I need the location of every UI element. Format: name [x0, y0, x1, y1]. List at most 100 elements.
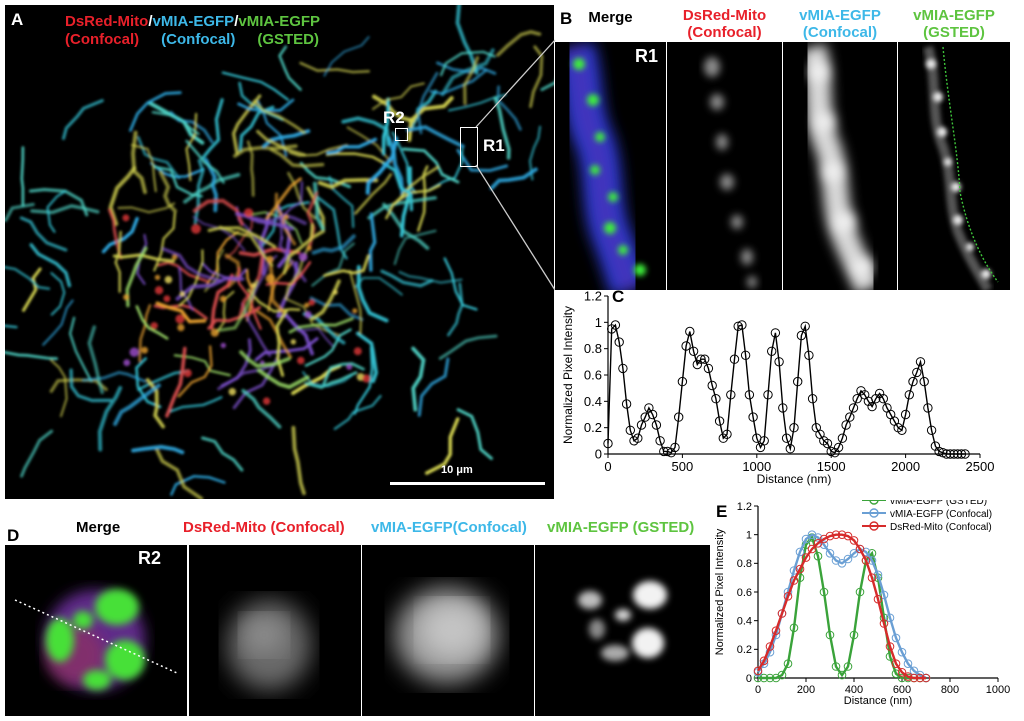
- data-point: [909, 673, 919, 683]
- y-tick-label: 0.8: [584, 341, 602, 356]
- data-point: [891, 633, 901, 643]
- data-point: [837, 670, 847, 680]
- data-point: [941, 449, 952, 459]
- data-point: [785, 444, 796, 454]
- data-point: [873, 594, 883, 604]
- data-point: [726, 390, 736, 400]
- panel-b-vmia-confocal: [783, 42, 897, 290]
- data-point: [774, 357, 784, 367]
- y-axis-label: Normalized Pixel Intensity: [561, 306, 575, 444]
- panel-d-header-0: Merge: [76, 519, 121, 536]
- data-point: [903, 659, 913, 668]
- x-axis-label: Distance (nm): [757, 472, 832, 486]
- data-point: [770, 328, 781, 338]
- mitochondria-network-image: [5, 5, 554, 499]
- data-point: [777, 609, 787, 618]
- scale-bar-label: 10 μm: [441, 464, 473, 476]
- scale-bar: [390, 482, 545, 485]
- data-point: [618, 363, 628, 374]
- legend-a-part-4: vMIA-EGFP: [238, 13, 321, 30]
- legend-marker-1: [869, 508, 879, 518]
- data-point: [655, 436, 665, 446]
- data-point: [813, 551, 823, 561]
- vmia-gsted-r1-image: [923, 45, 999, 290]
- data-point: [867, 556, 877, 565]
- panel-letter-e: E: [716, 502, 728, 521]
- data-point: [807, 544, 817, 554]
- data-point: [603, 438, 613, 449]
- data-point: [714, 416, 725, 426]
- panel-letter-a: A: [11, 10, 24, 29]
- data-point: [822, 438, 833, 449]
- panel-d-vmia-confocal: [362, 545, 534, 716]
- data-point: [625, 425, 636, 436]
- x-tick-label: 400: [845, 684, 863, 696]
- x-tick-label: 200: [797, 684, 815, 696]
- data-point: [670, 442, 680, 453]
- data-point: [891, 669, 901, 678]
- data-point: [908, 376, 918, 387]
- data-point: [703, 363, 714, 374]
- x-tick-label: 1000: [742, 459, 771, 474]
- data-point: [852, 394, 862, 404]
- data-point: [867, 401, 877, 412]
- dsred-r2-image: [227, 600, 311, 690]
- data-point: [891, 659, 901, 668]
- x-tick-label: 500: [672, 459, 694, 474]
- vmia-gsted-r2-image: [578, 581, 667, 661]
- data-point: [855, 587, 865, 597]
- y-tick-label: 1.2: [584, 290, 602, 304]
- y-tick-label: 0.6: [584, 368, 602, 383]
- x-tick-label: 800: [941, 684, 959, 696]
- data-point: [711, 394, 721, 404]
- data-point: [960, 449, 970, 459]
- data-point: [789, 566, 799, 575]
- data-point: [740, 350, 751, 361]
- data-point: [688, 346, 699, 356]
- y-tick-label: 0.2: [737, 644, 752, 656]
- data-point: [753, 666, 763, 676]
- data-point: [789, 623, 799, 633]
- data-point: [722, 429, 732, 440]
- roi-r2-label: R2: [383, 108, 405, 127]
- data-point: [662, 446, 673, 457]
- data-point: [833, 442, 844, 453]
- panel-d-header-2: vMIA-EGFP(Confocal): [371, 519, 527, 536]
- data-point: [777, 670, 787, 680]
- data-point: [765, 673, 775, 683]
- y-tick-label: 1: [746, 530, 752, 542]
- data-point: [674, 412, 684, 422]
- data-point: [953, 449, 963, 459]
- data-point: [861, 556, 871, 565]
- data-point: [759, 436, 769, 446]
- data-point: [848, 403, 859, 413]
- data-point: [783, 592, 793, 601]
- data-point: [849, 536, 859, 545]
- data-point: [904, 390, 914, 400]
- panel-d-header-3: vMIA-EGFP (GSTED): [547, 519, 695, 536]
- data-point: [767, 346, 777, 356]
- data-point: [795, 564, 805, 574]
- data-point: [956, 449, 967, 459]
- x-tick-label: 600: [893, 684, 911, 696]
- panel-b-header-2: vMIA-EGFP (Confocal): [799, 7, 881, 41]
- data-point: [831, 662, 841, 671]
- data-point: [849, 630, 859, 640]
- data-point: [938, 448, 948, 458]
- legend-a-part-1: /: [148, 13, 153, 30]
- legend-a-line2-1: (Confocal): [161, 31, 236, 48]
- data-point: [878, 394, 888, 404]
- legend-a-part-3: /: [234, 13, 239, 30]
- data-point: [845, 412, 855, 422]
- merge-r2-image: [14, 589, 178, 690]
- data-point: [813, 539, 823, 548]
- data-point: [843, 531, 853, 541]
- legend-a-line2-0: (Confocal): [65, 31, 140, 48]
- data-point: [801, 553, 811, 562]
- legend-marker-0: [869, 500, 879, 505]
- y-tick-label: 0.6: [737, 587, 752, 599]
- data-point: [795, 547, 805, 557]
- data-point: [903, 672, 913, 681]
- data-point: [744, 390, 755, 400]
- data-point: [923, 403, 933, 413]
